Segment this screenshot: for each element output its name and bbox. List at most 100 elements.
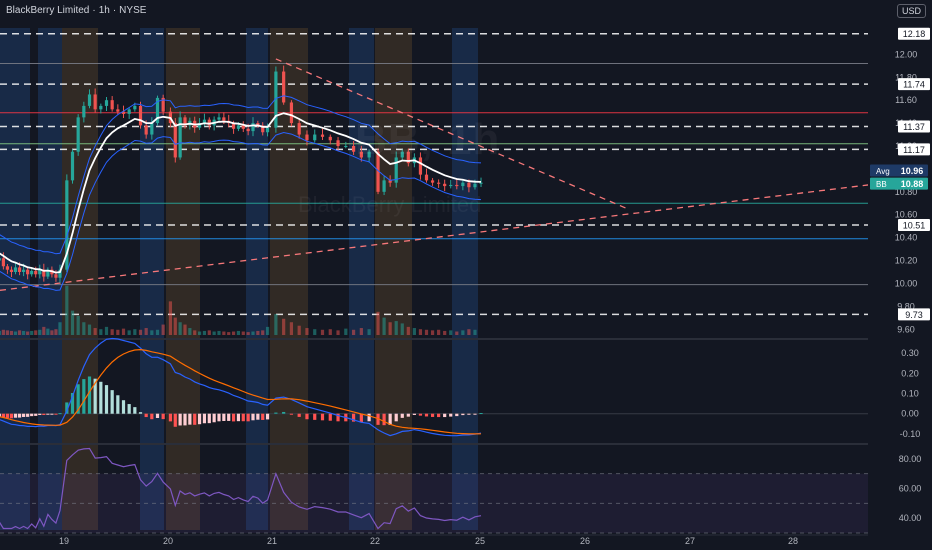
candle-body [241,125,245,129]
macd-histogram-bar [34,413,38,416]
price-label-bg [898,308,930,321]
macd-histogram-bar [50,413,54,415]
macd-histogram-bar [193,413,197,425]
volume-bar [461,330,465,335]
volume-bar [449,330,453,335]
macd-axis-tick: -0.10 [900,429,921,439]
volume-bar [467,329,471,335]
candle-body [76,117,80,152]
macd-histogram-bar [46,413,50,415]
candle-body [274,71,278,128]
price-badge-value: 10.96 [901,166,924,176]
macd-histogram-bar [305,413,309,420]
price-label-bg [898,27,930,40]
candle-body [256,123,260,126]
candle-body [161,97,165,112]
macd-histogram-bar [183,413,187,426]
macd-histogram-bar [261,413,265,420]
macd-histogram-bar [430,413,435,417]
time-axis-tick: 25 [475,536,485,546]
candle-body [344,146,348,147]
macd-histogram-bar [121,400,126,414]
volume-bar [217,330,221,335]
macd-histogram-bar [455,413,459,417]
rsi-axis-tick: 60.00 [899,484,922,494]
price-label: 12.18 [903,29,926,39]
macd-histogram-bar [313,413,317,420]
volume-bar [54,329,58,335]
macd-histogram-bar [274,412,278,414]
price-label-bg [898,78,930,91]
price-label-bg [898,219,930,232]
session-shade [0,28,30,530]
macd-histogram-bar [65,402,69,414]
macd-histogram-bar [359,413,363,423]
candle-body [320,134,325,137]
macd-histogram-bar [412,413,416,415]
volume-bar [155,329,160,335]
volume-bar [382,317,386,335]
candle-body [424,174,429,181]
volume-bar [116,329,120,335]
macd-histogram-bar [443,413,447,418]
session-shade [140,28,164,530]
symbol-header[interactable]: BlackBerry Limited · 1h · NYSE [6,5,147,16]
macd-histogram-bar [70,392,75,414]
time-axis-tick: 21 [267,536,277,546]
price-axis-tick: 9.80 [897,301,915,311]
candle-body [313,134,317,141]
volume-bar [193,330,197,335]
candle-body [46,269,50,277]
candle-body [30,270,34,275]
candle-body [99,105,103,110]
volume-bar [110,329,114,335]
macd-signal-line [0,348,482,435]
candle-body [127,109,131,114]
macd-histogram-bar [297,413,301,417]
candle-body [144,125,148,135]
volume-bar [351,329,356,335]
macd-histogram-bar [265,413,270,420]
volume-bar [150,330,154,335]
volume-bar [274,314,278,335]
candle-body [328,136,332,141]
volume-bar [376,311,380,335]
price-label: 9.73 [905,310,923,320]
macd-histogram-bar [424,413,429,417]
macd-histogram-bar [197,413,202,425]
macd-histogram-bar [26,413,30,417]
currency-button[interactable]: USD [896,4,926,18]
macd-histogram-bar [38,413,42,415]
candle-body [479,182,483,184]
volume-bar [455,331,459,335]
macd-histogram-bar [351,413,356,422]
volume-bar [222,331,226,335]
candle-body [217,117,221,120]
price-badge-value: 10.88 [901,179,924,189]
volume-bar [121,328,126,335]
candle-body [443,183,447,187]
volume-bar [58,322,62,335]
volume-bar [65,285,69,335]
candle-body [178,117,182,158]
volume-bar [212,331,216,335]
macd-histogram-bar [207,413,211,424]
candle-body [351,146,356,152]
volume-bar [178,322,182,335]
candle-body [305,134,309,141]
volume-bar [473,329,477,335]
candle-body [121,111,126,114]
macd-histogram-bar [418,413,423,416]
candle-body [246,128,250,132]
rsi-line [0,447,482,530]
macd-histogram-bar [336,413,340,422]
time-axis-tick: 19 [59,536,69,546]
volume-bar [34,330,38,335]
candle-body [42,269,46,277]
session-shade [166,28,200,530]
macd-histogram-bar [282,411,286,414]
candle-body [236,125,241,129]
macd-histogram-bar [449,413,453,417]
candle-body [58,269,62,278]
